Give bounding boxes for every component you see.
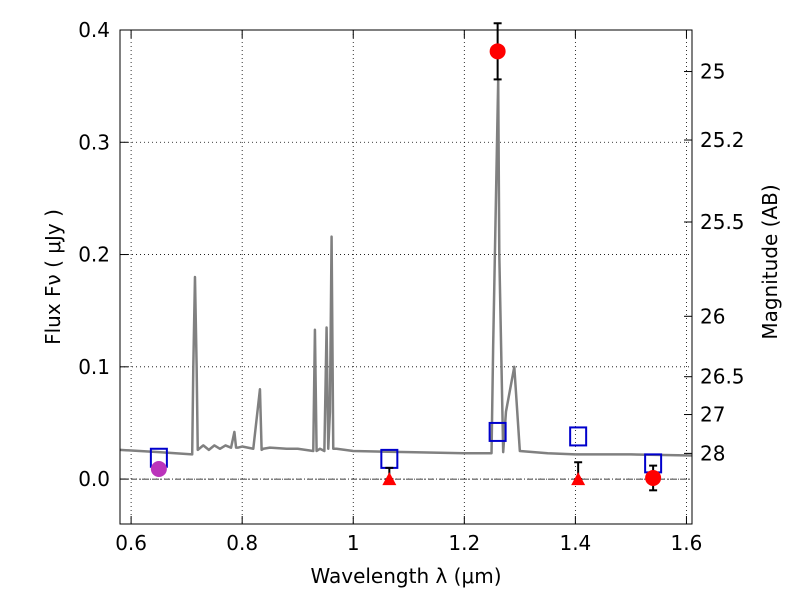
x-axis-label: Wavelength λ (μm) bbox=[310, 564, 501, 588]
y-tick-label: 0.1 bbox=[78, 355, 110, 379]
plot-frame bbox=[119, 29, 693, 525]
y-tick-label: 0.0 bbox=[78, 467, 110, 491]
x-tick-label: 1.4 bbox=[559, 531, 591, 555]
mag-tick-label: 26.5 bbox=[700, 365, 745, 389]
upper-limit-triangle-point bbox=[571, 472, 586, 486]
model-spectrum-line bbox=[119, 79, 693, 457]
y-tick-label: 0.2 bbox=[78, 243, 110, 267]
observed-circle-point bbox=[489, 43, 506, 60]
y-tick-label: 0.3 bbox=[78, 130, 110, 154]
model-square-point bbox=[569, 426, 588, 447]
x-tick-label: 1 bbox=[347, 531, 360, 555]
x-tick-label: 1.6 bbox=[671, 531, 703, 555]
mag-tick-label: 26 bbox=[700, 304, 725, 328]
mag-tick-label: 28 bbox=[700, 441, 725, 465]
series-layer bbox=[119, 22, 693, 492]
observed-circle-point bbox=[645, 469, 662, 486]
mag-tick-label: 25.2 bbox=[700, 128, 745, 152]
observed-circle-point bbox=[150, 460, 167, 477]
mag-tick-label: 25 bbox=[700, 60, 725, 84]
grid bbox=[120, 29, 692, 524]
mag-tick-label: 27 bbox=[700, 403, 725, 427]
mag-tick-label: 25.5 bbox=[700, 210, 745, 234]
y2-axis-label: Magnitude (AB) bbox=[758, 184, 782, 339]
model-square-point bbox=[488, 421, 507, 442]
ticks: 0.6 0.8 1 1.2 1.4 1.6 0.0 0.1 0.2 0.3 0.4 25 25.2 25.… bbox=[78, 18, 744, 555]
x-tick-label: 1.2 bbox=[448, 531, 480, 555]
y-axis-label: Flux Fν ( μJy ) bbox=[41, 209, 65, 345]
x-tick-label: 0.8 bbox=[226, 531, 258, 555]
x-tick-label: 0.6 bbox=[115, 531, 147, 555]
upper-limit-triangle-point bbox=[382, 472, 397, 486]
y-tick-label: 0.4 bbox=[78, 18, 110, 42]
